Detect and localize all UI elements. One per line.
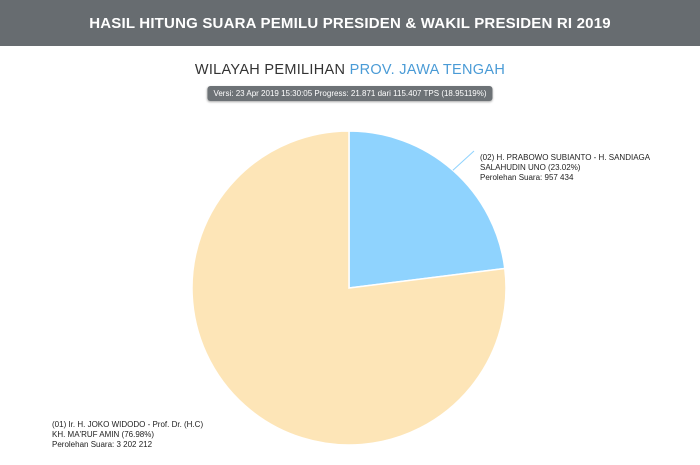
pie-slice-01[interactable]	[191, 130, 507, 446]
data-label-01: (01) Ir. H. JOKO WIDODO - Prof. Dr. (H.C…	[52, 420, 203, 449]
data-label-line: (02) H. PRABOWO SUBIANTO - H. SANDIAGA	[480, 153, 651, 162]
data-label-line: Perolehan Suara: 3 202 212	[52, 440, 153, 449]
data-label-line: (01) Ir. H. JOKO WIDODO - Prof. Dr. (H.C…	[52, 420, 203, 429]
connector-line-02	[452, 150, 475, 171]
region-name: PROV. JAWA TENGAH	[349, 62, 506, 78]
data-label-02: (02) H. PRABOWO SUBIANTO - H. SANDIAGA SA…	[480, 153, 651, 182]
version-text: Versi: 23 Apr 2019 15:30:05 Progress: 21…	[213, 89, 487, 98]
data-label-line: SALAHUDIN UNO (23.02%)	[480, 163, 581, 172]
page-header: HASIL HITUNG SUARA PEMILU PRESIDEN & WAK…	[0, 0, 700, 46]
data-label-line: KH. MA'RUF AMIN (76.98%)	[52, 430, 154, 439]
header-title: HASIL HITUNG SUARA PEMILU PRESIDEN & WAK…	[89, 14, 611, 32]
region-prefix: WILAYAH PEMILIHAN	[194, 62, 346, 78]
version-badge: Versi: 23 Apr 2019 15:30:05 Progress: 21…	[207, 86, 493, 101]
data-label-line: Perolehan Suara: 957 434	[480, 173, 574, 182]
region-title: WILAYAH PEMILIHAN PROV. JAWA TENGAH	[0, 62, 700, 78]
